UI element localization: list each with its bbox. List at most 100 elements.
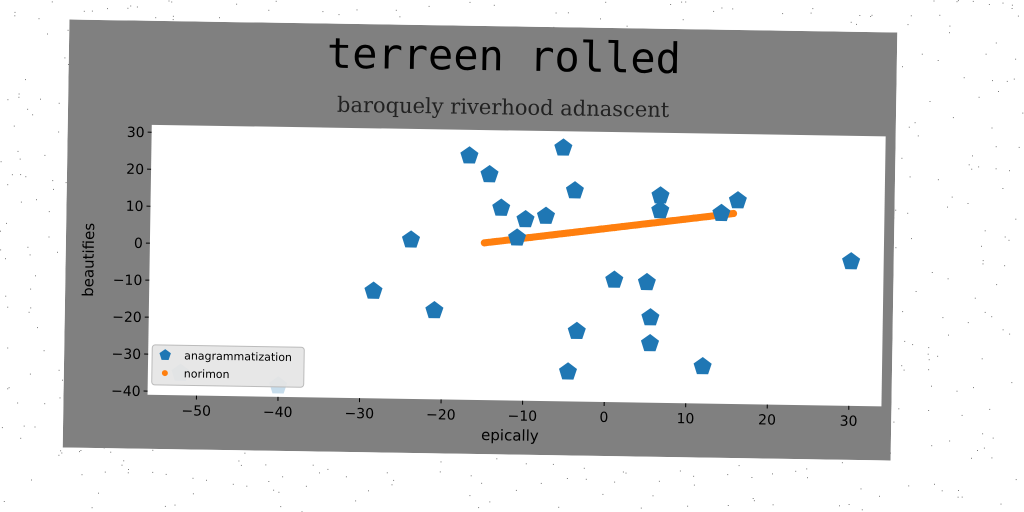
noise-dot [6,222,7,224]
noise-dot [727,505,729,506]
noise-dot [280,506,282,508]
noise-dot [29,373,31,375]
chart-figure: terreen rolled baroquely riverhood adnas… [62,19,898,461]
noise-dot [687,505,689,507]
noise-dot [941,490,943,492]
noise-dot [850,21,852,23]
noise-dot [879,495,880,497]
noise-dot [933,0,935,2]
noise-dot [35,275,36,277]
noise-dot [481,482,483,484]
noise-dot [399,16,401,18]
noise-dot [64,57,66,59]
chart-title: terreen rolled [327,29,682,84]
noise-dot [908,485,910,487]
noise-dot [782,13,784,15]
anagrammatization-point [728,191,747,209]
noise-dot [128,469,129,470]
noise-dot [988,4,990,5]
legend-label-anagrammatization: anagrammatization [184,349,292,364]
noise-dot [931,445,933,447]
noise-dot [949,440,951,442]
noise-dot [98,492,99,494]
noise-dot [985,53,987,55]
noise-dot [18,93,20,95]
noise-dot [14,11,16,13]
x-tick-label: −50 [181,403,211,419]
noise-dot [265,464,267,466]
noise-dot [174,504,176,506]
noise-dot [428,5,430,7]
noise-dot [992,437,994,439]
noise-dot [37,327,38,329]
noise-dot [60,450,62,452]
noise-dot [1011,8,1013,9]
noise-dot [81,474,83,476]
noise-dot [28,311,30,313]
noise-dot [5,258,6,260]
noise-dot [23,425,25,427]
noise-dot [812,8,814,10]
noise-dot [31,479,32,481]
noise-dot [921,53,923,55]
noise-dot [275,0,277,2]
noise-dot [693,475,695,477]
noise-dot [0,249,2,251]
noise-dot [1015,479,1017,481]
noise-dot [600,18,601,20]
noise-dot [931,272,933,273]
noise-dot [3,501,5,502]
legend-marker-norimon [161,370,168,377]
noise-dot [110,451,112,453]
noise-dot [928,369,930,371]
noise-dot [903,369,905,371]
noise-dot [0,230,1,232]
noise-dot [127,472,129,474]
noise-dot [908,126,910,128]
noise-dot [977,450,978,451]
noise-dot [47,33,48,35]
noise-dot [25,79,26,81]
noise-dot [305,485,307,487]
noise-dot [58,454,60,456]
noise-dot [123,460,125,462]
noise-dot [685,1,687,3]
noise-dot [469,1,471,3]
noise-dot [984,230,986,232]
noise-dot [7,184,9,186]
noise-dot [931,385,932,387]
noise-dot [902,66,903,68]
noise-dot [386,472,388,474]
noise-dot [948,334,949,336]
noise-dot [312,464,314,466]
noise-dot [681,1,683,3]
noise-dot [1002,2,1004,4]
y-tick-label: 20 [126,162,144,178]
noise-dot [7,99,9,101]
noise-dot [48,211,50,213]
noise-dot [670,4,672,5]
noise-dot [907,212,909,214]
noise-dot [440,461,442,463]
noise-dot [841,462,843,464]
noise-dot [860,488,862,490]
noise-dot [44,154,46,156]
noise-dot [957,496,959,498]
y-axis-label: beautifies [79,223,98,297]
scatter-chart: terreen rolled baroquely riverhood adnas… [62,19,898,461]
noise-dot [992,80,993,82]
noise-dot [236,3,238,5]
noise-dot [995,146,997,148]
legend-box [151,344,305,388]
y-tick-label: 0 [134,236,143,252]
noise-dot [861,509,863,511]
noise-dot [585,478,587,480]
noise-dot [1013,78,1015,80]
noise-dot [968,164,970,166]
noise-dot [995,168,997,170]
anagrammatization-point [842,252,861,270]
x-tick-label: −20 [426,407,456,423]
noise-dot [1011,4,1013,6]
noise-dot [939,14,941,16]
noise-dot [192,493,194,495]
